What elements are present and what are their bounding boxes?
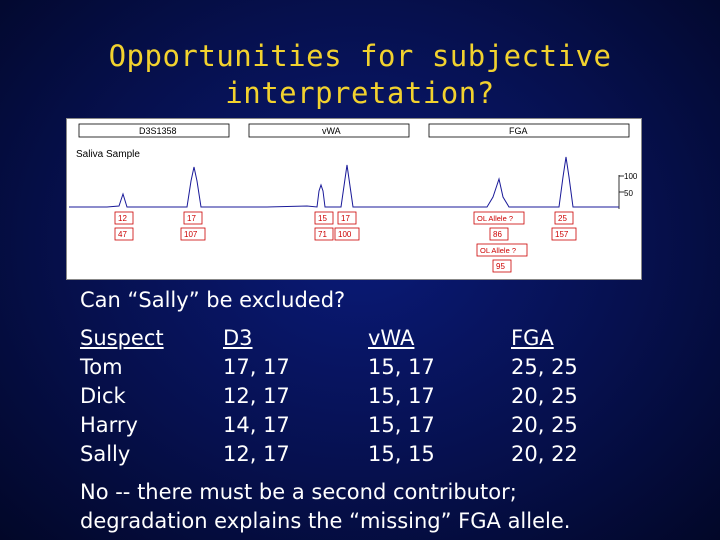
- slide-title: Opportunities for subjective interpretat…: [108, 39, 612, 110]
- conclusion-line-1: No -- there must be a second contributor…: [80, 480, 517, 504]
- allele-label-3: 15: [314, 211, 334, 225]
- svg-text:15: 15: [318, 214, 327, 223]
- svg-text:17: 17: [187, 214, 196, 223]
- vwa-value: 15, 17: [368, 413, 435, 437]
- vwa-value: 15, 15: [368, 442, 435, 466]
- allele-label-2: 17: [183, 211, 203, 225]
- d3-value: 17, 17: [223, 355, 290, 379]
- d3-value: 12, 17: [223, 442, 290, 466]
- svg-text:71: 71: [318, 230, 327, 239]
- svg-text:107: 107: [184, 230, 198, 239]
- suspect-name: Dick: [80, 384, 126, 408]
- svg-text:25: 25: [558, 214, 567, 223]
- fga-value: 20, 22: [511, 442, 578, 466]
- height-label-4: 100: [334, 227, 360, 241]
- header-fga: FGA: [511, 326, 554, 350]
- d3-value: 14, 17: [223, 413, 290, 437]
- d3-value: 12, 17: [223, 384, 290, 408]
- svg-text:47: 47: [118, 230, 127, 239]
- height-label-1: 47: [114, 227, 134, 241]
- trace-line: [69, 156, 619, 208]
- svg-text:100: 100: [338, 230, 352, 239]
- locus-box-vwa: [248, 123, 410, 138]
- vwa-value: 15, 17: [368, 355, 435, 379]
- height-label-2: 107: [180, 227, 206, 241]
- svg-text:157: 157: [555, 230, 569, 239]
- column-fga: FGA 25, 25 20, 25 20, 25 20, 22: [511, 324, 578, 469]
- suspect-name: Harry: [80, 413, 138, 437]
- height-label-5: 86: [489, 227, 509, 241]
- vwa-value: 15, 17: [368, 384, 435, 408]
- column-suspect: Suspect Tom Dick Harry Sally: [80, 324, 164, 469]
- allele-label-6: 25: [554, 211, 574, 225]
- locus-box-fga: [428, 123, 630, 138]
- scale-label-50: 50: [624, 189, 633, 198]
- column-vwa: vWA 15, 17 15, 17 15, 17 15, 15: [368, 324, 435, 469]
- extra-allele-label: OL Allele ?: [476, 243, 528, 257]
- height-label-6: 157: [551, 227, 577, 241]
- extra-height-label: 95: [492, 259, 512, 273]
- header-d3: D3: [223, 326, 253, 350]
- locus-label-d3: D3S1358: [139, 126, 177, 136]
- allele-label-5: OL Allele ?: [473, 211, 525, 225]
- locus-label-fga: FGA: [509, 126, 528, 136]
- fga-value: 20, 25: [511, 384, 578, 408]
- scale-label-100: 100: [624, 172, 638, 181]
- electropherogram: D3S1358 vWA FGA Saliva Sample 100 50 12 …: [66, 118, 642, 280]
- svg-text:12: 12: [118, 214, 127, 223]
- header-suspect: Suspect: [80, 326, 164, 350]
- conclusion-text: No -- there must be a second contributor…: [80, 478, 700, 536]
- suspect-name: Tom: [80, 355, 123, 379]
- svg-text:OL Allele ?: OL Allele ?: [480, 246, 516, 255]
- sample-label: Saliva Sample: [76, 149, 140, 160]
- svg-text:17: 17: [341, 214, 350, 223]
- svg-text:OL Allele ?: OL Allele ?: [477, 214, 513, 223]
- height-label-3: 71: [314, 227, 334, 241]
- electropherogram-svg: D3S1358 vWA FGA Saliva Sample 100 50 12 …: [69, 123, 638, 273]
- locus-label-vwa: vWA: [322, 126, 341, 136]
- header-vwa: vWA: [368, 326, 415, 350]
- fga-value: 25, 25: [511, 355, 578, 379]
- question-text: Can “Sally” be excluded?: [80, 288, 346, 312]
- svg-text:95: 95: [496, 262, 505, 271]
- column-d3: D3 17, 17 12, 17 14, 17 12, 17: [223, 324, 290, 469]
- allele-label-1: 12: [114, 211, 134, 225]
- suspect-name: Sally: [80, 442, 131, 466]
- allele-label-4: 17: [337, 211, 357, 225]
- locus-box-d3: [78, 123, 230, 138]
- fga-value: 20, 25: [511, 413, 578, 437]
- conclusion-line-2: degradation explains the “missing” FGA a…: [80, 509, 571, 533]
- svg-text:86: 86: [493, 230, 502, 239]
